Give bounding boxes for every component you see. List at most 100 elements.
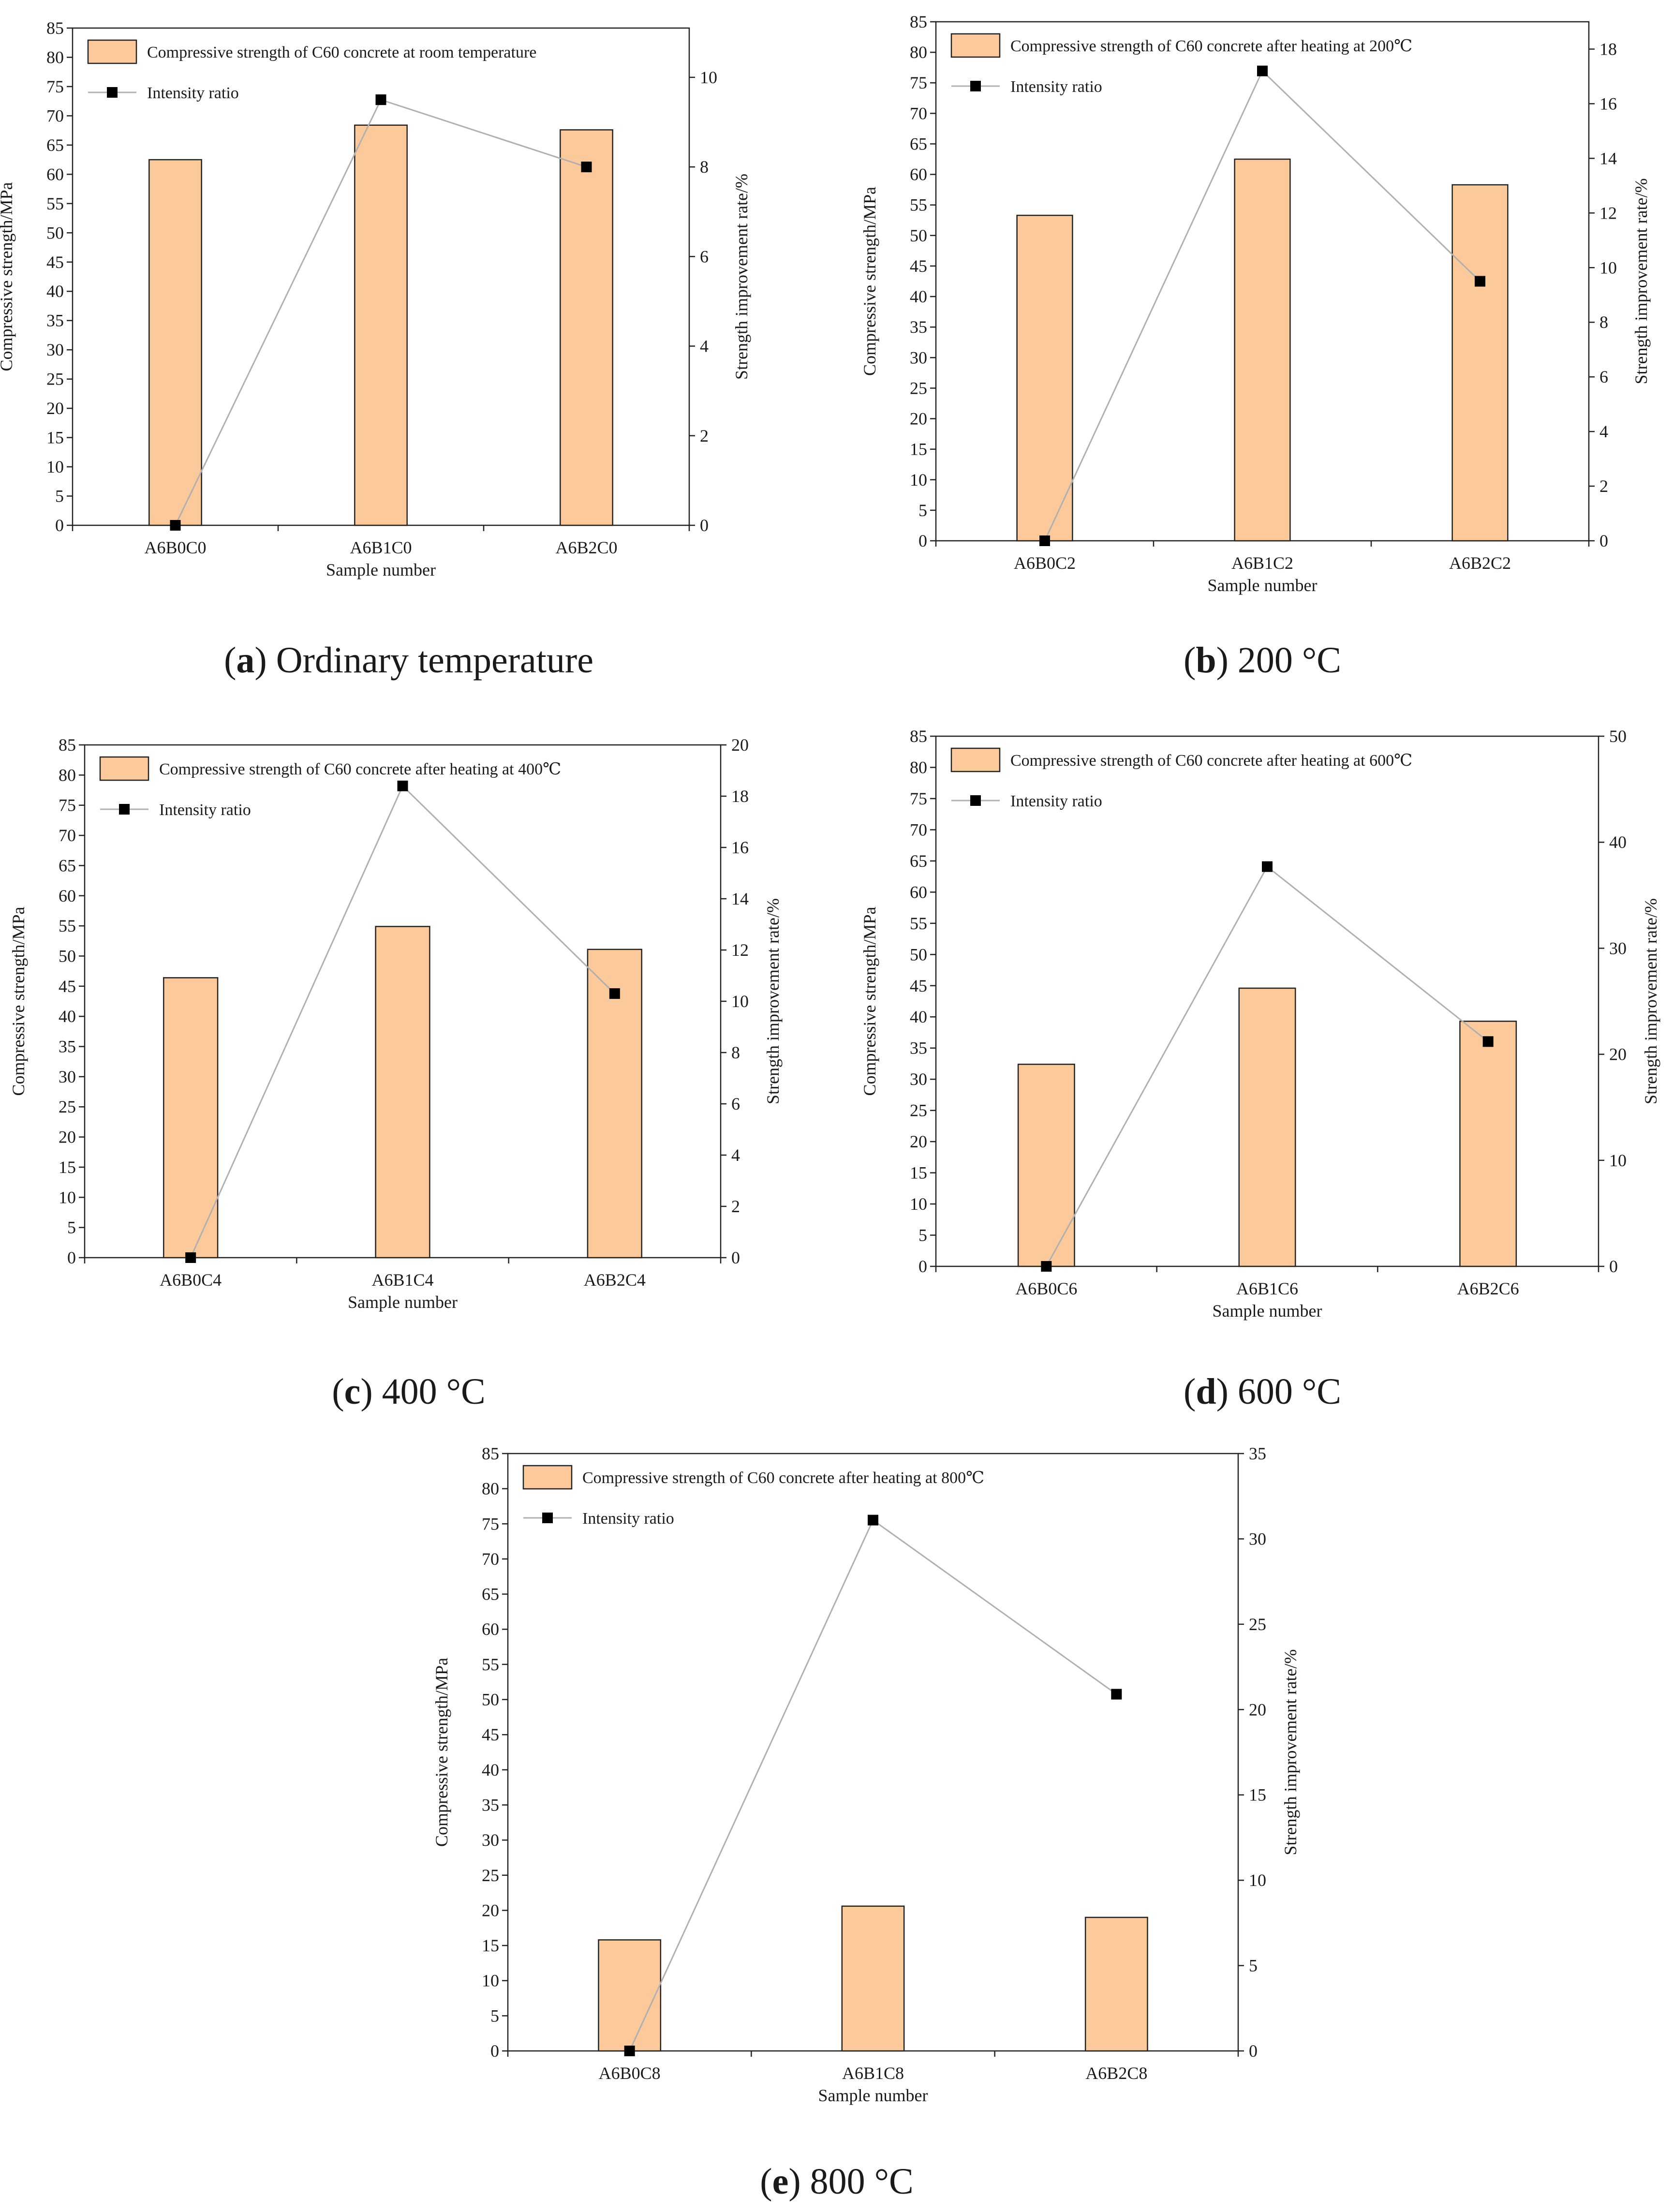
y-tick-label: 80 xyxy=(482,1479,499,1499)
legend-line-marker xyxy=(970,81,981,91)
legend-bar-swatch xyxy=(950,747,1001,772)
y-tick-label: 20 xyxy=(910,409,927,429)
y-tick-label: 5 xyxy=(918,501,927,520)
y2-axis-title: Strength improvement rate/% xyxy=(1631,178,1651,385)
x-tick-label: A6B0C4 xyxy=(160,1270,222,1290)
caption-close-paren: ) xyxy=(788,2161,810,2202)
bar-A6B2C0 xyxy=(560,129,613,526)
y-tick-label: 65 xyxy=(46,135,64,155)
caption-open-paren: ( xyxy=(332,1371,344,1412)
y-tick-label: 35 xyxy=(910,1039,927,1058)
x-tick-label: A6B2C2 xyxy=(1449,553,1511,573)
y-tick-label: 50 xyxy=(910,226,927,245)
y2-tick-label: 0 xyxy=(1609,1257,1618,1276)
y-tick-label: 50 xyxy=(482,1690,499,1709)
y-tick-label: 55 xyxy=(910,195,927,215)
intensity-ratio-point-A6B1C4 xyxy=(397,780,408,791)
y2-tick-label: 0 xyxy=(700,516,709,535)
y-tick-label: 50 xyxy=(46,223,64,242)
y-tick-label: 55 xyxy=(910,914,927,933)
intensity-ratio-point-A6B0C2 xyxy=(1039,535,1050,546)
caption-close-paren: ) xyxy=(1216,640,1238,681)
chart-panel-d: 0 5 10 15 20 25 30 35 40 45 50 55 60 65 70 75 80 85 0 10 20 3… xyxy=(860,727,1660,1412)
y-tick-label: 85 xyxy=(910,727,927,746)
y-tick-label: 75 xyxy=(910,789,927,808)
legend-line-label: Intensity ratio xyxy=(1010,792,1102,810)
y-tick-label: 50 xyxy=(910,945,927,964)
y2-tick-label: 14 xyxy=(1599,148,1617,168)
legend-line-label: Intensity ratio xyxy=(159,801,251,819)
legend-line-label: Intensity ratio xyxy=(1010,78,1102,96)
y2-tick-label: 40 xyxy=(1609,832,1627,852)
legend-bar-swatch xyxy=(522,1465,573,1490)
caption-close-paren: ) xyxy=(254,640,276,681)
y-tick-label: 30 xyxy=(46,340,64,359)
y-tick-label: 60 xyxy=(910,165,927,184)
intensity-ratio-point-A6B0C8 xyxy=(624,2046,635,2056)
y-tick-label: 40 xyxy=(910,1007,927,1026)
y-tick-label: 45 xyxy=(910,256,927,276)
bar-A6B1C6 xyxy=(1238,987,1296,1267)
y2-tick-label: 12 xyxy=(1599,203,1617,223)
x-axis-title: Sample number xyxy=(348,1292,458,1312)
intensity-ratio-point-A6B2C4 xyxy=(609,988,620,999)
y-tick-label: 0 xyxy=(918,1257,927,1276)
y-tick-label: 60 xyxy=(910,882,927,902)
y-tick-label: 70 xyxy=(910,820,927,839)
y2-tick-label: 8 xyxy=(1599,312,1608,332)
x-tick-label: A6B1C6 xyxy=(1236,1279,1298,1298)
y-tick-label: 45 xyxy=(46,252,64,272)
chart-panel-b: 0 5 10 15 20 25 30 35 40 45 50 55 60 65 70 75 80 85 0 2 4 6 8 1… xyxy=(860,12,1651,681)
caption-text: 800 °C xyxy=(810,2161,914,2202)
y-tick-label: 10 xyxy=(910,470,927,490)
bar-A6B2C6 xyxy=(1459,1021,1517,1267)
legend-bar-label: Compressive strength of C60 concrete aft… xyxy=(582,1469,984,1487)
y-tick-label: 45 xyxy=(59,977,76,996)
y-tick-label: 80 xyxy=(46,47,64,67)
x-axis-title: Sample number xyxy=(818,2086,928,2105)
y-tick-label: 70 xyxy=(59,826,76,845)
intensity-ratio-point-A6B2C8 xyxy=(1111,1689,1122,1700)
intensity-ratio-point-A6B2C6 xyxy=(1482,1036,1494,1047)
intensity-ratio-point-A6B0C6 xyxy=(1041,1261,1052,1272)
y-tick-label: 55 xyxy=(482,1655,499,1674)
panel-caption: (d) 600 °C xyxy=(1184,1371,1341,1412)
bar-A6B1C2 xyxy=(1234,158,1291,542)
intensity-ratio-point-A6B1C6 xyxy=(1262,861,1273,872)
y-tick-label: 5 xyxy=(918,1226,927,1245)
caption-letter: a xyxy=(236,640,254,681)
y-tick-label: 15 xyxy=(46,428,64,447)
y-tick-label: 60 xyxy=(46,164,64,184)
y2-tick-label: 20 xyxy=(731,735,749,755)
y-axis-title: Compressive strength/MPa xyxy=(0,182,16,371)
y-tick-label: 10 xyxy=(59,1188,76,1207)
y-tick-label: 10 xyxy=(482,1971,499,1990)
y2-tick-label: 35 xyxy=(1249,1444,1266,1463)
intensity-ratio-point-A6B1C8 xyxy=(868,1514,878,1526)
y-tick-label: 40 xyxy=(59,1007,76,1026)
bar-A6B0C8 xyxy=(598,1939,662,2052)
y2-tick-label: 30 xyxy=(1609,938,1627,958)
y-tick-label: 0 xyxy=(490,2041,499,2061)
intensity-ratio-point-A6B2C2 xyxy=(1475,276,1485,287)
y-tick-label: 30 xyxy=(482,1830,499,1850)
y-tick-label: 5 xyxy=(490,2006,499,2025)
y-tick-label: 85 xyxy=(910,12,927,31)
caption-text: 200 °C xyxy=(1238,640,1341,681)
legend-bar-label: Compressive strength of C60 concrete at … xyxy=(147,44,536,61)
x-axis-title: Sample number xyxy=(1208,576,1318,595)
intensity-ratio-point-A6B2C0 xyxy=(581,162,592,173)
intensity-ratio-point-A6B0C4 xyxy=(185,1252,196,1263)
y2-tick-label: 6 xyxy=(731,1094,740,1113)
x-tick-label: A6B1C2 xyxy=(1231,553,1293,573)
y-tick-label: 55 xyxy=(46,194,64,213)
y-tick-label: 75 xyxy=(59,796,76,815)
panel-caption: (b) 200 °C xyxy=(1184,640,1341,681)
x-tick-label: A6B0C2 xyxy=(1014,553,1076,573)
intensity-ratio-point-A6B0C0 xyxy=(170,520,181,531)
y-tick-label: 20 xyxy=(59,1128,76,1147)
y-tick-label: 0 xyxy=(918,531,927,550)
panel-caption: (e) 800 °C xyxy=(760,2161,913,2202)
y-tick-label: 40 xyxy=(482,1760,499,1780)
x-tick-label: A6B2C6 xyxy=(1457,1279,1519,1298)
